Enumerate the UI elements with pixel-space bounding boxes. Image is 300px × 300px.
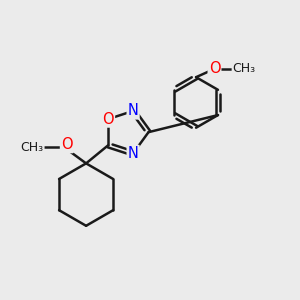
- Text: CH₃: CH₃: [20, 140, 44, 154]
- Text: CH₃: CH₃: [233, 62, 256, 75]
- Text: O: O: [209, 61, 220, 76]
- Text: N: N: [128, 103, 139, 118]
- Text: O: O: [102, 112, 114, 127]
- Text: O: O: [61, 137, 73, 152]
- Text: N: N: [128, 146, 139, 161]
